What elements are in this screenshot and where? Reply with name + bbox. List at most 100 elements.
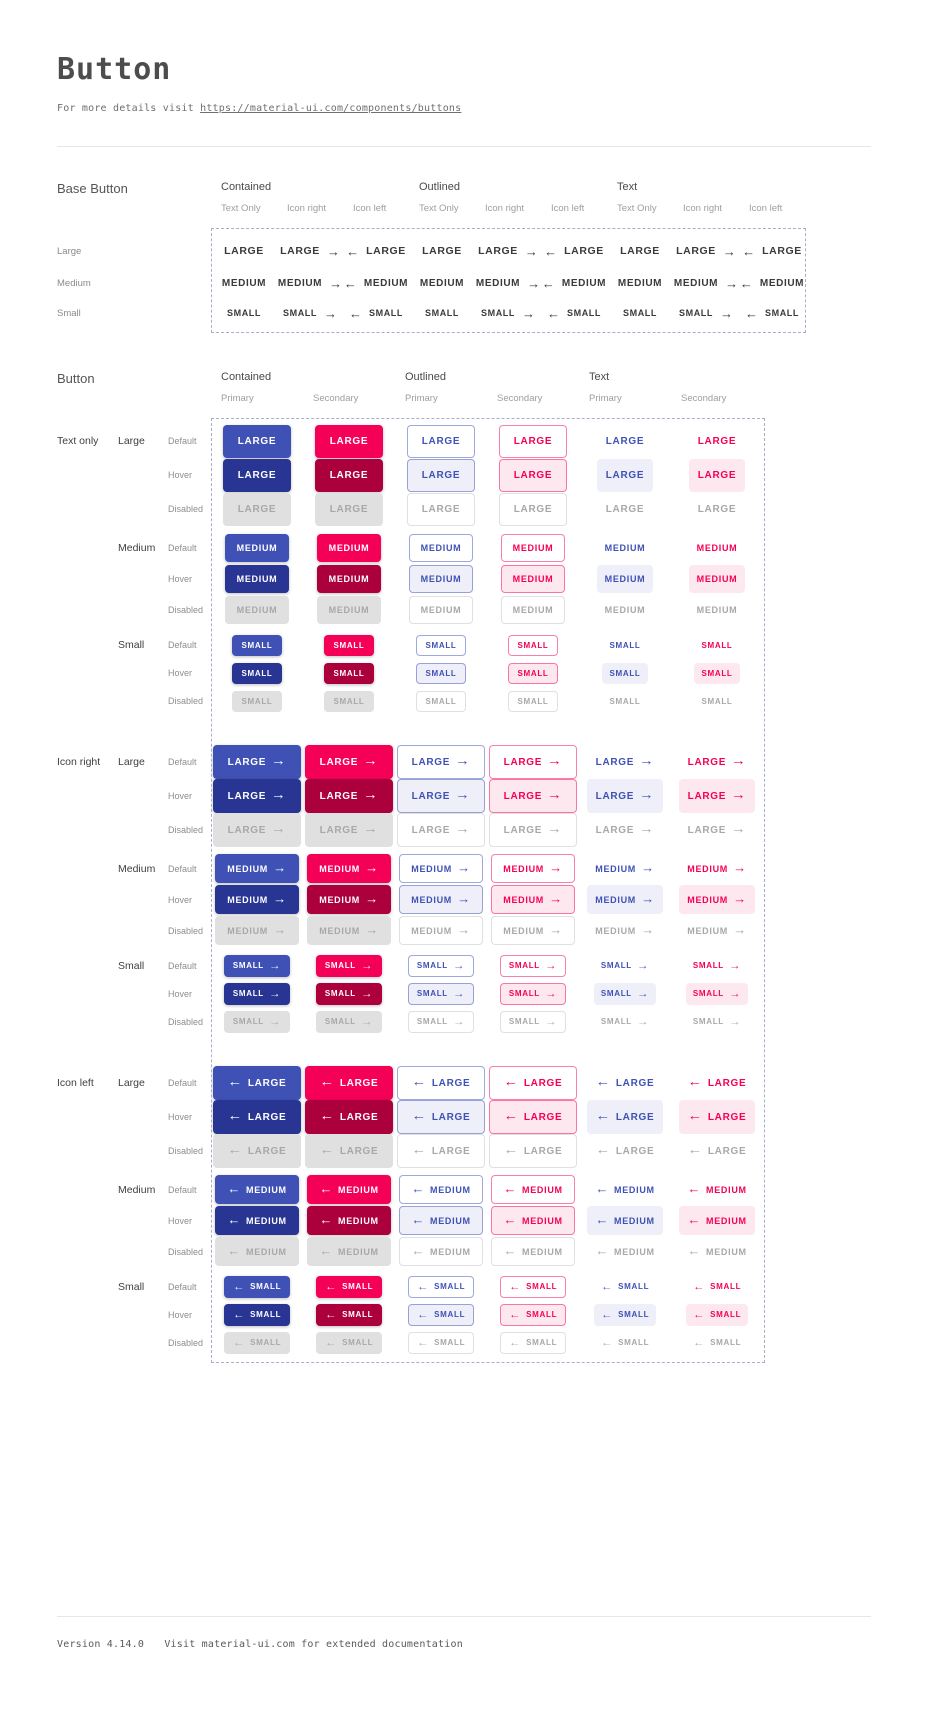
button-sample[interactable]: MEDIUM [596,564,654,593]
button-sample[interactable]: LARGE [597,493,654,526]
button-sample[interactable]: LARGE → [488,779,578,813]
button-sample[interactable]: LARGE [689,493,746,526]
button-sample[interactable]: SMALL → [594,1011,656,1032]
button-sample[interactable]: ← SMALL [223,1276,291,1298]
button-sample[interactable]: ← MEDIUM [491,1206,575,1235]
button-sample[interactable]: MEDIUM → [679,854,754,882]
button-sample[interactable]: MEDIUM → [679,885,755,914]
button-sample[interactable]: LARGE → [679,745,756,779]
button-sample[interactable]: SMALL → [315,983,383,1005]
base-button-sample[interactable]: SMALL → [673,307,739,320]
button-sample[interactable]: LARGE [498,458,568,492]
button-sample[interactable]: MEDIUM [688,564,746,593]
button-sample[interactable]: SMALL [508,634,558,656]
button-sample[interactable]: ← LARGE [396,1100,486,1134]
button-sample[interactable]: SMALL → [594,955,656,976]
base-button-sample[interactable]: SMALL [409,308,475,318]
button-sample[interactable]: ← LARGE [212,1066,302,1100]
button-sample[interactable]: ← SMALL [594,1276,656,1297]
base-button-sample[interactable]: ← MEDIUM [541,277,607,290]
base-button-sample[interactable]: ← LARGE [739,245,805,258]
button-sample[interactable]: SMALL → [315,955,383,977]
button-sample[interactable]: MEDIUM [597,534,654,562]
button-sample[interactable]: MEDIUM [408,564,474,593]
base-button-sample[interactable]: LARGE → [673,245,739,258]
button-sample[interactable]: ← MEDIUM [587,1206,663,1235]
button-sample[interactable]: SMALL [694,662,740,684]
button-sample[interactable]: SMALL [694,691,739,712]
button-sample[interactable]: LARGE [406,458,476,492]
button-sample[interactable]: ← MEDIUM [679,1206,755,1235]
button-sample[interactable]: LARGE [222,492,292,526]
button-sample[interactable]: SMALL [324,634,374,656]
base-button-sample[interactable]: MEDIUM [211,278,277,289]
button-sample[interactable]: LARGE → [488,745,578,779]
button-sample[interactable]: MEDIUM [408,533,474,562]
button-sample[interactable]: SMALL [508,662,558,684]
button-sample[interactable]: ← SMALL [407,1276,475,1298]
button-sample[interactable]: MEDIUM [689,596,746,624]
button-sample[interactable]: ← MEDIUM [215,1175,299,1204]
button-sample[interactable]: ← SMALL [315,1276,383,1298]
base-button-sample[interactable]: LARGE → [277,245,343,258]
button-sample[interactable]: MEDIUM → [399,885,483,914]
button-sample[interactable]: MEDIUM [500,533,566,562]
button-sample[interactable]: MEDIUM [316,564,382,593]
button-sample[interactable]: ← SMALL [315,1304,383,1326]
button-sample[interactable]: SMALL [232,662,282,684]
button-sample[interactable]: SMALL [416,634,466,656]
button-sample[interactable]: ← MEDIUM [679,1237,754,1265]
button-sample[interactable]: ← LARGE [304,1066,394,1100]
button-sample[interactable]: LARGE [314,492,384,526]
button-sample[interactable]: SMALL → [223,983,291,1005]
button-sample[interactable]: SMALL → [685,983,749,1005]
button-sample[interactable]: LARGE [498,424,568,458]
button-sample[interactable]: LARGE [498,492,568,526]
button-sample[interactable]: MEDIUM [408,595,474,624]
base-button-sample[interactable]: SMALL [211,308,277,318]
base-button-sample[interactable]: MEDIUM → [277,277,343,290]
button-sample[interactable]: LARGE → [212,745,302,779]
button-sample[interactable]: MEDIUM [597,596,654,624]
button-sample[interactable]: LARGE [688,458,746,492]
button-sample[interactable]: SMALL [324,662,374,684]
button-sample[interactable]: ← MEDIUM [307,1175,391,1204]
button-sample[interactable]: LARGE → [678,779,756,813]
base-button-sample[interactable]: LARGE [409,245,475,257]
button-sample[interactable]: MEDIUM [500,564,566,593]
button-sample[interactable]: ← LARGE [212,1100,302,1134]
button-sample[interactable]: MEDIUM [500,595,566,624]
button-sample[interactable]: ← SMALL [407,1332,475,1354]
button-sample[interactable]: LARGE [597,425,654,458]
button-sample[interactable]: ← MEDIUM [491,1175,575,1204]
button-sample[interactable]: ← MEDIUM [215,1206,299,1235]
button-sample[interactable]: SMALL [324,690,374,712]
button-sample[interactable]: ← LARGE [304,1100,394,1134]
button-sample[interactable]: SMALL → [407,955,475,977]
base-button-sample[interactable]: SMALL [607,308,673,318]
button-sample[interactable]: MEDIUM → [491,885,575,914]
button-sample[interactable]: MEDIUM → [587,854,662,882]
button-sample[interactable]: MEDIUM → [399,854,483,883]
button-sample[interactable]: ← SMALL [499,1304,567,1326]
base-button-sample[interactable]: SMALL → [277,307,343,320]
button-sample[interactable]: ← SMALL [499,1332,567,1354]
base-button-sample[interactable]: LARGE [607,245,673,257]
button-sample[interactable]: ← SMALL [315,1332,383,1354]
button-sample[interactable]: SMALL → [407,1011,475,1033]
button-sample[interactable]: LARGE [222,458,292,492]
button-sample[interactable]: ← LARGE [488,1100,578,1134]
base-button-sample[interactable]: SMALL → [475,307,541,320]
button-sample[interactable]: LARGE → [679,813,756,847]
button-sample[interactable]: ← MEDIUM [215,1237,299,1266]
button-sample[interactable]: SMALL → [223,955,291,977]
button-sample[interactable]: LARGE → [212,779,302,813]
button-sample[interactable]: SMALL → [686,955,748,976]
button-sample[interactable]: SMALL [602,691,647,712]
button-sample[interactable]: LARGE [406,424,476,458]
button-sample[interactable]: MEDIUM → [307,854,391,883]
button-sample[interactable]: LARGE [314,458,384,492]
button-sample[interactable]: LARGE [222,424,292,458]
base-button-sample[interactable]: MEDIUM → [475,277,541,290]
base-button-sample[interactable]: ← MEDIUM [343,277,409,290]
